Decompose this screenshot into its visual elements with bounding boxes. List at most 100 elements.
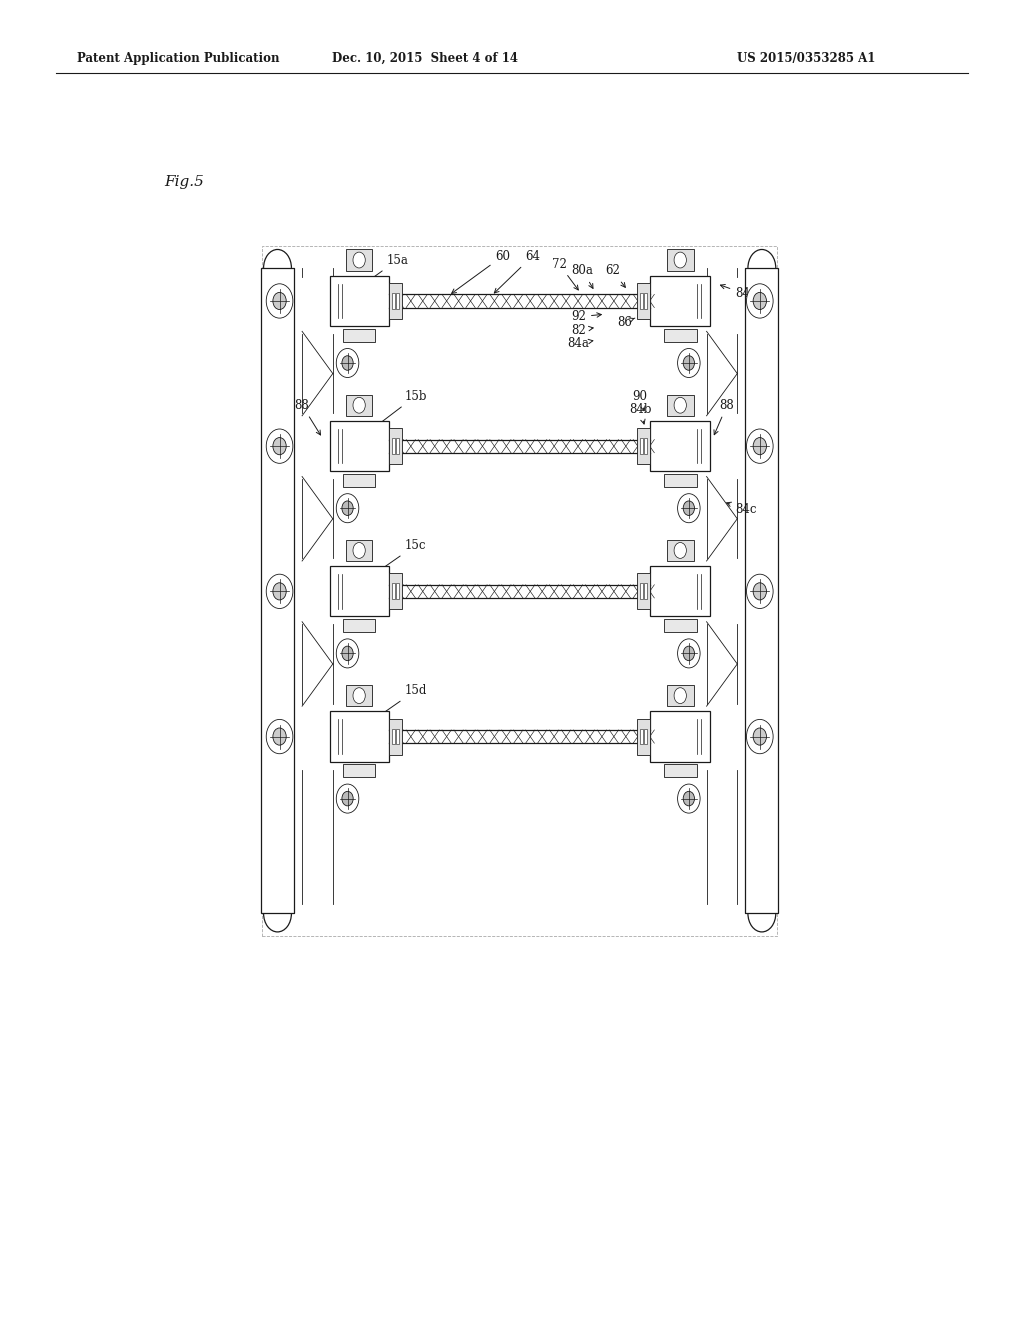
Circle shape — [674, 543, 686, 558]
Bar — [644, 729, 647, 744]
Circle shape — [336, 639, 358, 668]
Text: US 2015/0353285 A1: US 2015/0353285 A1 — [737, 51, 876, 65]
Text: 84a: 84a — [567, 337, 593, 350]
Bar — [346, 540, 373, 561]
Circle shape — [272, 437, 287, 454]
Bar — [664, 474, 696, 487]
Bar — [396, 438, 399, 454]
Text: 15a: 15a — [349, 253, 409, 294]
Circle shape — [353, 688, 366, 704]
Circle shape — [342, 792, 353, 805]
Circle shape — [674, 252, 686, 268]
Circle shape — [683, 792, 694, 805]
Bar — [644, 438, 647, 454]
Circle shape — [353, 543, 366, 558]
Text: 60: 60 — [452, 249, 510, 293]
Bar — [392, 293, 395, 309]
Circle shape — [266, 574, 293, 609]
Bar — [262, 246, 777, 936]
Circle shape — [746, 719, 773, 754]
Text: 84c: 84c — [727, 502, 757, 516]
Bar — [346, 395, 373, 416]
Bar — [396, 293, 399, 309]
Circle shape — [266, 284, 293, 318]
Bar — [346, 685, 373, 706]
Circle shape — [342, 645, 353, 660]
Text: 90: 90 — [633, 389, 647, 411]
Circle shape — [342, 502, 353, 516]
Text: 72: 72 — [552, 257, 579, 290]
Bar — [330, 276, 389, 326]
Circle shape — [754, 727, 766, 744]
Text: 82: 82 — [571, 323, 593, 337]
Text: 88: 88 — [714, 399, 734, 434]
Text: 84b: 84b — [629, 403, 651, 424]
Text: 62: 62 — [605, 264, 626, 288]
Text: 15d: 15d — [356, 684, 427, 731]
Circle shape — [353, 252, 366, 268]
Circle shape — [266, 719, 293, 754]
Bar — [343, 329, 376, 342]
Circle shape — [746, 429, 773, 463]
Bar — [650, 711, 710, 762]
Bar — [343, 764, 376, 777]
Circle shape — [353, 397, 366, 413]
Bar — [640, 583, 643, 599]
Circle shape — [683, 502, 694, 516]
Circle shape — [336, 784, 358, 813]
Circle shape — [683, 645, 694, 660]
Bar — [667, 395, 693, 416]
Circle shape — [336, 348, 358, 378]
Bar — [343, 619, 376, 632]
Bar — [330, 421, 389, 471]
Bar — [644, 583, 647, 599]
Bar — [330, 566, 389, 616]
Bar — [664, 764, 696, 777]
Bar — [392, 438, 395, 454]
Bar — [261, 268, 294, 913]
Bar — [640, 293, 643, 309]
Bar — [330, 711, 389, 762]
Bar — [389, 428, 402, 465]
Circle shape — [678, 348, 700, 378]
Circle shape — [342, 355, 353, 370]
Circle shape — [266, 429, 293, 463]
Circle shape — [272, 292, 287, 309]
Circle shape — [754, 292, 766, 309]
Bar — [392, 729, 395, 744]
Bar — [650, 421, 710, 471]
Text: 92: 92 — [571, 310, 601, 323]
Bar — [664, 619, 696, 632]
Bar — [640, 729, 643, 744]
Text: Dec. 10, 2015  Sheet 4 of 14: Dec. 10, 2015 Sheet 4 of 14 — [332, 51, 518, 65]
Bar — [667, 540, 693, 561]
Bar — [389, 282, 402, 319]
Text: 15c: 15c — [356, 539, 426, 586]
Bar — [667, 249, 693, 271]
Circle shape — [674, 688, 686, 704]
Bar — [644, 293, 647, 309]
Bar — [396, 583, 399, 599]
Bar — [637, 573, 650, 610]
Bar — [640, 438, 643, 454]
Circle shape — [754, 582, 766, 599]
Bar — [637, 428, 650, 465]
Bar — [664, 329, 696, 342]
Bar — [667, 685, 693, 706]
Circle shape — [678, 784, 700, 813]
Bar — [343, 474, 376, 487]
Text: 80a: 80a — [571, 264, 594, 288]
Circle shape — [272, 582, 287, 599]
Circle shape — [674, 397, 686, 413]
Circle shape — [746, 284, 773, 318]
Text: 84: 84 — [721, 285, 751, 300]
Text: 15b: 15b — [356, 389, 427, 441]
Circle shape — [746, 574, 773, 609]
Text: 64: 64 — [495, 249, 540, 293]
Text: 86: 86 — [617, 315, 635, 329]
Bar — [346, 249, 373, 271]
Bar — [389, 573, 402, 610]
Circle shape — [272, 727, 287, 744]
Circle shape — [683, 355, 694, 370]
Text: 88: 88 — [295, 399, 321, 436]
